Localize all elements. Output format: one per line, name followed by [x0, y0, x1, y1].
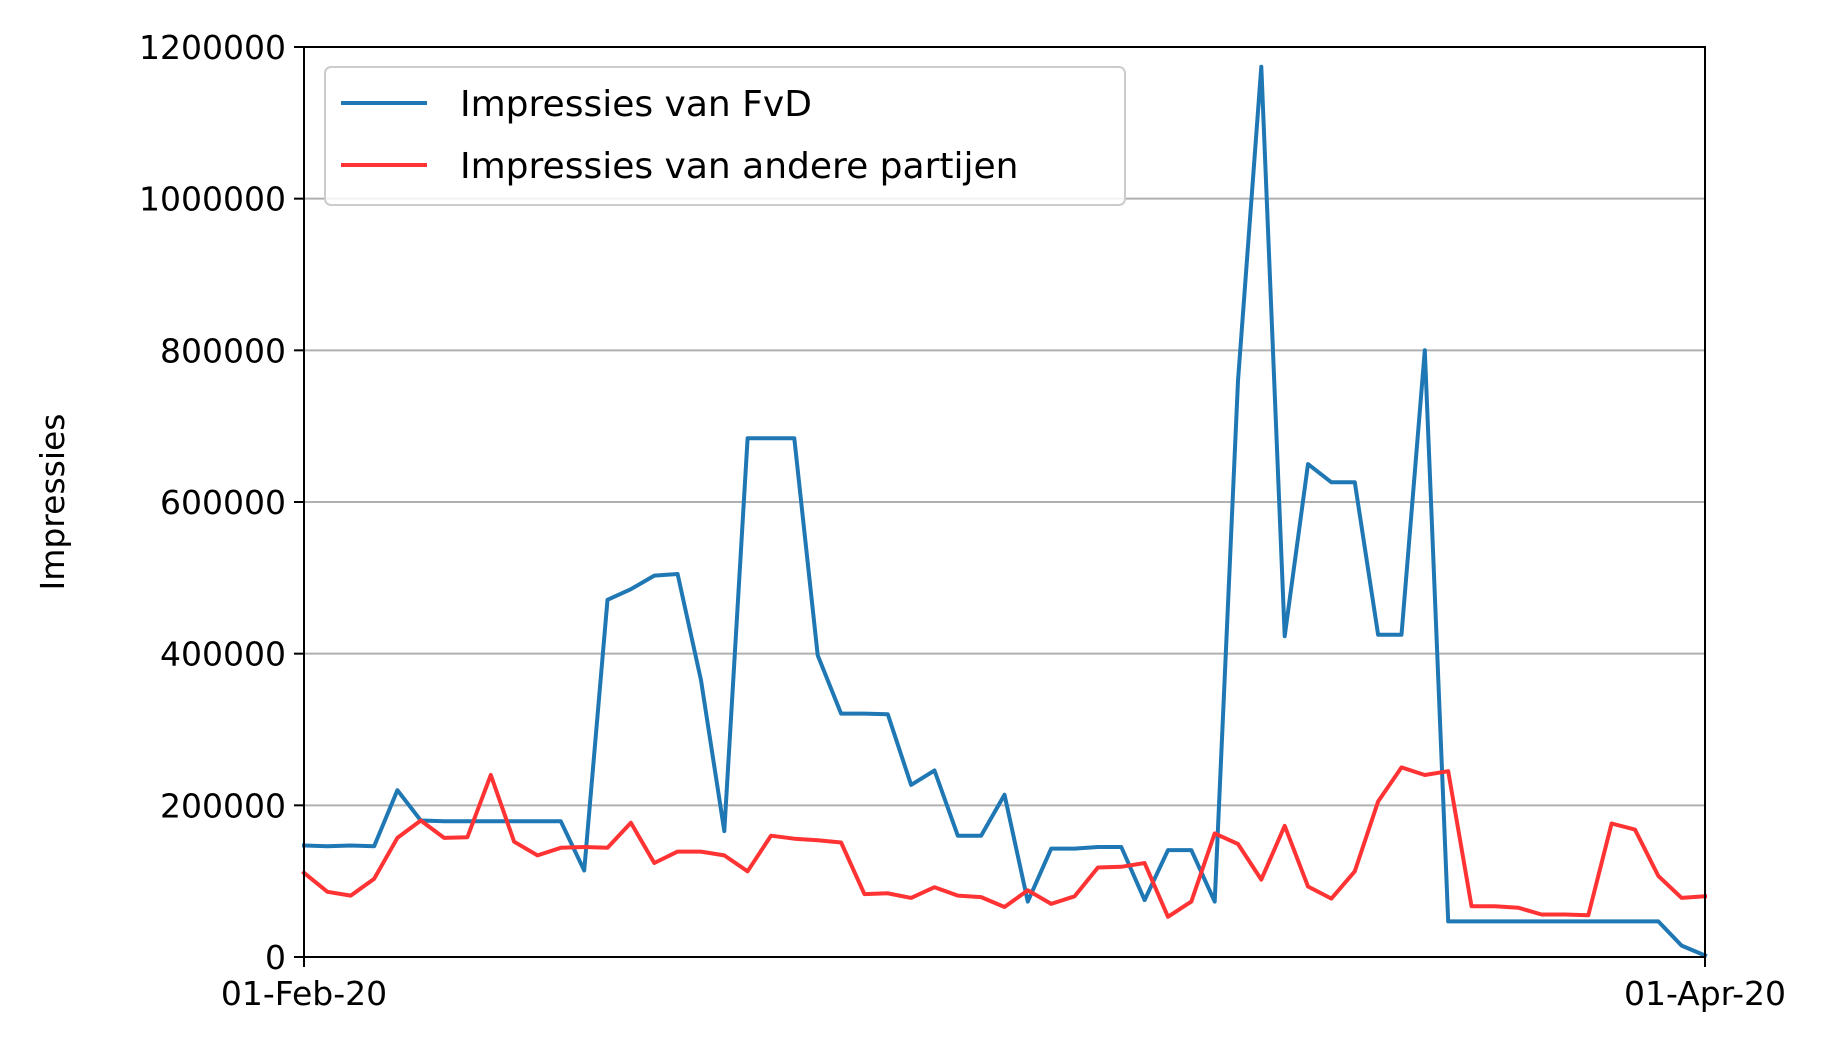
x-tick-label: 01-Apr-20 [1624, 974, 1786, 1013]
legend-box [324, 66, 1126, 206]
y-tick-label: 800000 [160, 331, 286, 370]
x-tick-label: 01-Feb-20 [221, 974, 387, 1013]
legend: Impressies van FvD Impressies van andere… [324, 66, 1126, 206]
y-axis-label: Impressies [33, 413, 72, 590]
y-tick-label: 400000 [160, 635, 286, 674]
series-line-fvd [301, 64, 1708, 959]
legend-label-fvd: Impressies van FvD [460, 84, 812, 125]
y-axis: 0 200000 400000 600000 800000 1000000 1200000 [139, 28, 304, 977]
series-line-andere-partijen [301, 765, 1708, 919]
legend-label-andere-partijen: Impressies van andere partijen [460, 146, 1018, 187]
y-tick-label: 0 [265, 938, 286, 977]
series-layer [301, 64, 1708, 959]
grid-lines [304, 197, 1705, 807]
x-axis: 01-Feb-20 01-Apr-20 [221, 957, 1786, 1013]
y-tick-label: 200000 [160, 786, 286, 825]
y-tick-label: 600000 [160, 483, 286, 522]
y-tick-label: 1000000 [139, 180, 286, 219]
y-tick-label: 1200000 [139, 28, 286, 67]
